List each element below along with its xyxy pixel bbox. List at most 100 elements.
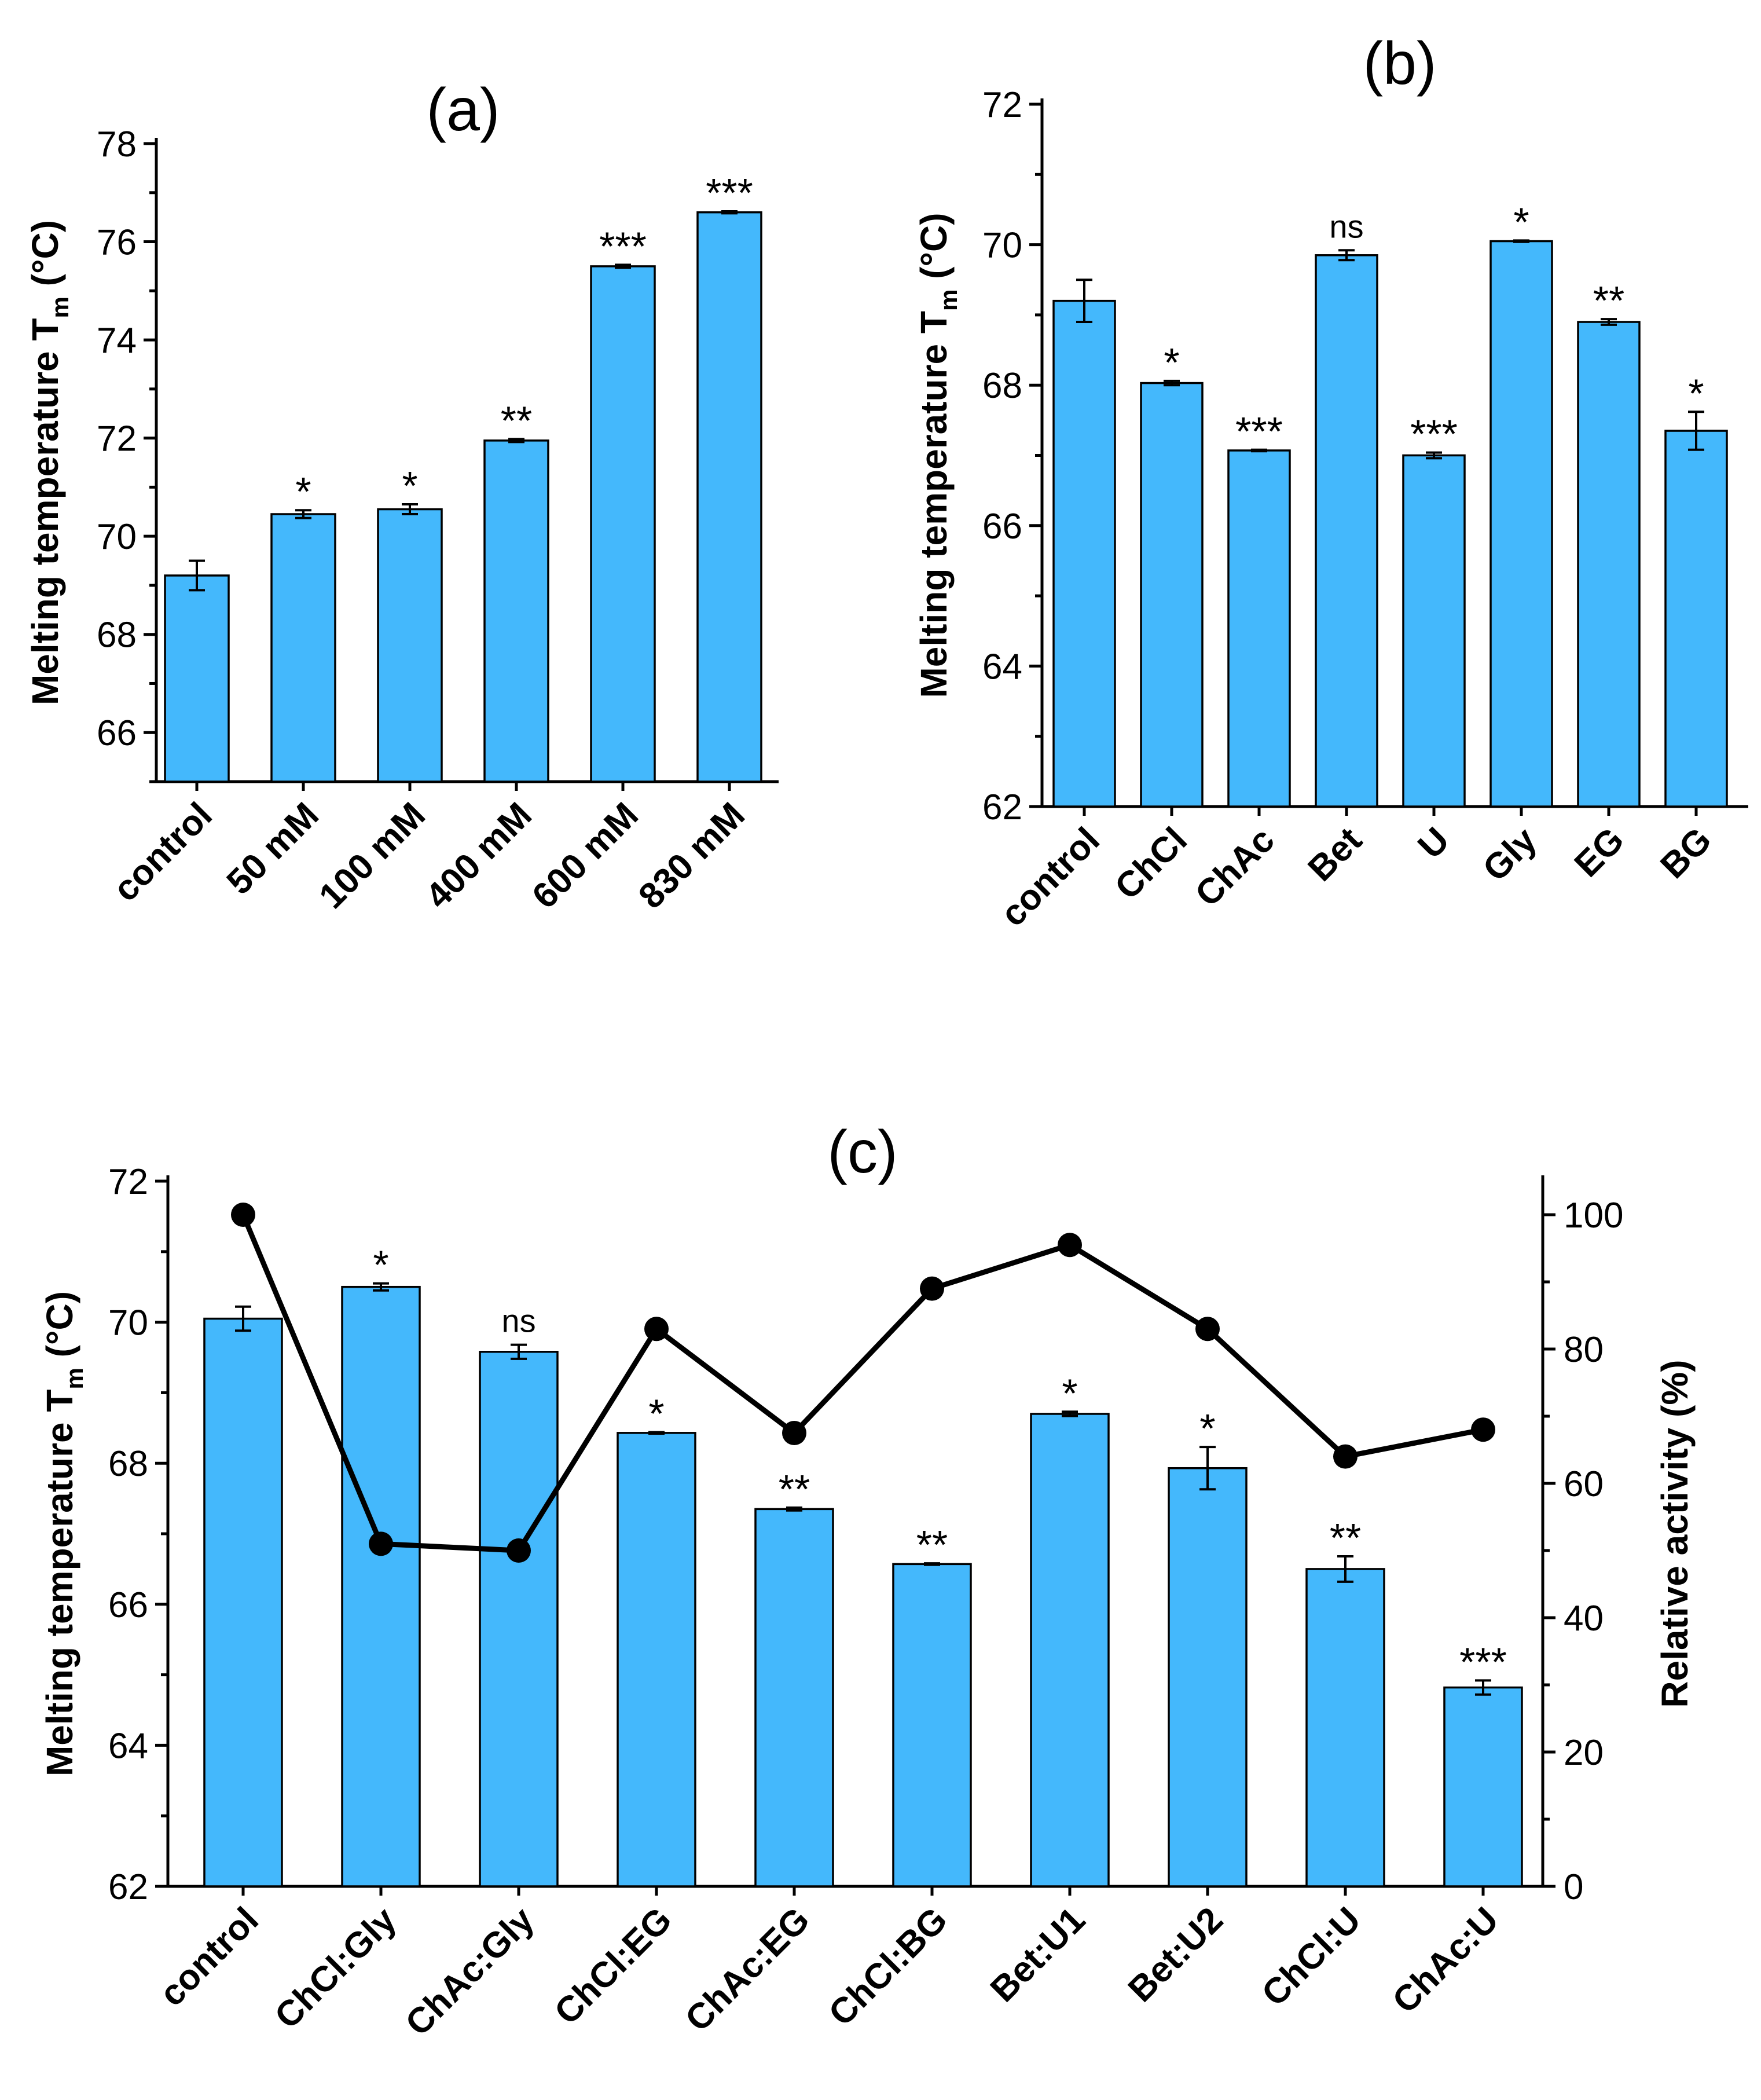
x-tick-label: ChCl [1107,820,1195,907]
y-right-tick-label: 60 [1564,1464,1604,1504]
significance-marker: *** [1410,412,1458,457]
y-tick-label: 72 [108,1162,148,1202]
y-tick-label: 64 [982,647,1022,687]
x-tick-label: ChCl:Gly [267,1900,405,2037]
y-axis-label: Melting temperature Tm (°C) [39,1291,88,1776]
significance-marker: * [402,463,417,508]
bar [377,508,443,783]
y-axis-label: Melting temperature Tm (°C) [913,212,962,698]
x-tick-label: ChAc [1188,820,1282,914]
y-tick-label: 70 [108,1303,148,1343]
activity-series-line [240,1214,1484,1553]
y-right-axis-label: Relative activity (%) [1654,1359,1696,1707]
bar [479,1351,559,1888]
chart-panel-b: (b) 62 64 66 68 70 72 Melting temperature Tm (°… [913,30,1748,934]
activity-point [231,1203,255,1227]
significance-marker: * [648,1391,664,1436]
bar [696,211,762,783]
significance-marker: *** [1459,1639,1507,1684]
y-axis-label-main: Melting temperature T [24,318,66,706]
x-tick-label: U [1410,820,1457,866]
y-tick-label: 68 [982,366,1022,406]
bar [1577,321,1641,808]
y-axis-label-unit: (°C) [39,1291,80,1368]
x-tick-label: 50 mM [219,795,326,902]
activity-point [507,1538,531,1563]
bar [1402,454,1466,808]
y-right-tick-label: 80 [1564,1330,1604,1370]
bar [1305,1568,1385,1888]
x-tick-label: ChAc:Gly [398,1900,542,2044]
y-tick-label: 66 [982,507,1022,547]
significance-marker: * [295,469,311,514]
y-tick-label: 76 [97,223,137,263]
y-axis-label-unit: (°C) [913,212,955,289]
x-tick-label: Bet:U2 [1121,1900,1231,2010]
significance-marker: ** [1330,1515,1361,1560]
chart-panel-a: (a) 66 68 70 72 74 76 78 Melting temperature Tm … [24,76,779,917]
significance-marker: * [1199,1406,1215,1451]
x-tick-label: 830 mM [631,795,753,917]
bar [483,439,549,783]
activity-point [1058,1233,1082,1258]
y-axis-label-unit: (°C) [24,220,66,296]
y-tick-label: 70 [982,226,1022,266]
bar [1664,430,1728,808]
chart-panel-c: (c) 62 64 66 68 70 72 Melting temperature Tm (°… [39,1119,1696,2044]
activity-point [369,1531,393,1556]
x-tick-label: ChCl:BG [821,1900,955,2033]
bar [1315,254,1378,808]
y-tick-label: 64 [108,1726,148,1766]
x-tick-label: ChAc:EG [678,1900,817,2039]
x-tick-label: Gly [1475,820,1544,889]
bar [590,265,656,783]
panel-title-b: (b) [1363,30,1436,97]
bar [1052,299,1116,808]
bar [1489,240,1553,808]
y-axis-label-subscript: m [46,296,74,318]
bar [617,1432,696,1888]
x-tick-label: control [993,820,1107,934]
activity-point [920,1276,944,1301]
y-tick-label: 68 [108,1444,148,1484]
panel-title-c: (c) [827,1119,897,1186]
x-tick-label: BG [1653,820,1719,886]
x-tick-label: ChCl:EG [547,1900,680,2032]
y-axis-label-subscript: m [935,289,962,311]
y-axis-label-main: Melting temperature T [913,311,955,698]
x-tick-label: ChAc:U [1385,1900,1506,2021]
x-tick-label: control [152,1900,266,2014]
significance-marker: ** [1593,278,1624,323]
y-tick-label: 74 [97,321,137,361]
y-tick-label: 70 [97,517,137,557]
y-tick-label: 66 [108,1585,148,1625]
bar [1030,1413,1110,1888]
panel-title-a: (a) [426,76,500,144]
significance-marker: ** [916,1522,948,1567]
significance-marker: ns [1329,208,1363,244]
x-tick-label: Bet:U1 [983,1900,1093,2010]
bar [1168,1467,1248,1888]
significance-marker: * [373,1243,388,1288]
bar [270,513,336,783]
significance-marker: * [1062,1370,1077,1416]
bar [1443,1686,1523,1888]
y-tick-label: 72 [982,85,1022,125]
bar [1140,382,1204,808]
y-axis-label: Melting temperature Tm (°C) [24,220,74,705]
activity-point [1195,1317,1220,1342]
y-tick-label: 66 [97,713,137,753]
significance-marker: ** [779,1467,810,1512]
bar [754,1508,834,1888]
significance-marker: *** [706,170,753,215]
significance-marker: ** [501,398,532,443]
bar [164,574,230,783]
significance-marker: ns [501,1303,535,1339]
y-right-tick-label: 0 [1564,1867,1583,1907]
x-tick-label: ChCl:U [1254,1900,1369,2014]
y-right-tick-label: 40 [1564,1599,1604,1639]
x-tick-label: 600 mM [524,795,646,917]
activity-point [782,1421,806,1445]
x-tick-label: Bet [1300,820,1369,889]
